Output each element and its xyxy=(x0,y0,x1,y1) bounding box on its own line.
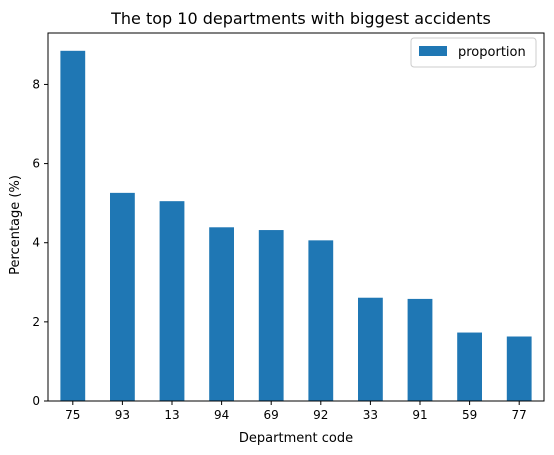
bar-93 xyxy=(110,192,135,401)
bar-33 xyxy=(358,297,383,401)
y-tick-label: 0 xyxy=(32,394,40,408)
x-tick-label: 77 xyxy=(512,408,527,422)
x-axis-ticks: 75 93 13 94 69 92 33 91 59 77 xyxy=(65,401,527,422)
bar-69 xyxy=(258,230,284,401)
x-tick-label: 13 xyxy=(164,408,179,422)
y-axis-label: Percentage (%) xyxy=(8,175,23,275)
legend: proportion xyxy=(410,37,537,68)
x-tick-label: 33 xyxy=(363,408,378,422)
x-tick-label: 94 xyxy=(214,408,229,422)
bar-91 xyxy=(407,298,433,401)
legend-label: proportion xyxy=(458,45,526,60)
bar-13 xyxy=(159,201,185,401)
bar-77 xyxy=(506,336,532,401)
bars-group xyxy=(60,50,532,401)
bar-92 xyxy=(308,240,334,401)
plot-frame xyxy=(47,32,545,402)
y-tick-label: 4 xyxy=(32,236,40,250)
x-tick-label: 93 xyxy=(115,408,130,422)
bar-59 xyxy=(457,332,482,401)
y-tick-label: 6 xyxy=(32,157,40,171)
y-axis-ticks: 0 2 4 6 8 xyxy=(32,77,48,408)
chart-title: The top 10 departments with biggest acci… xyxy=(110,9,491,28)
x-tick-label: 75 xyxy=(65,408,80,422)
x-tick-label: 59 xyxy=(462,408,477,422)
y-tick-label: 2 xyxy=(32,315,40,329)
legend-swatch xyxy=(419,46,447,56)
bar-75 xyxy=(60,50,86,401)
x-tick-label: 92 xyxy=(313,408,328,422)
x-tick-label: 91 xyxy=(412,408,427,422)
bar-94 xyxy=(209,227,234,401)
y-tick-label: 8 xyxy=(32,77,40,91)
x-tick-label: 69 xyxy=(264,408,279,422)
x-axis-label: Department code xyxy=(239,431,353,446)
legend-box xyxy=(410,37,537,68)
